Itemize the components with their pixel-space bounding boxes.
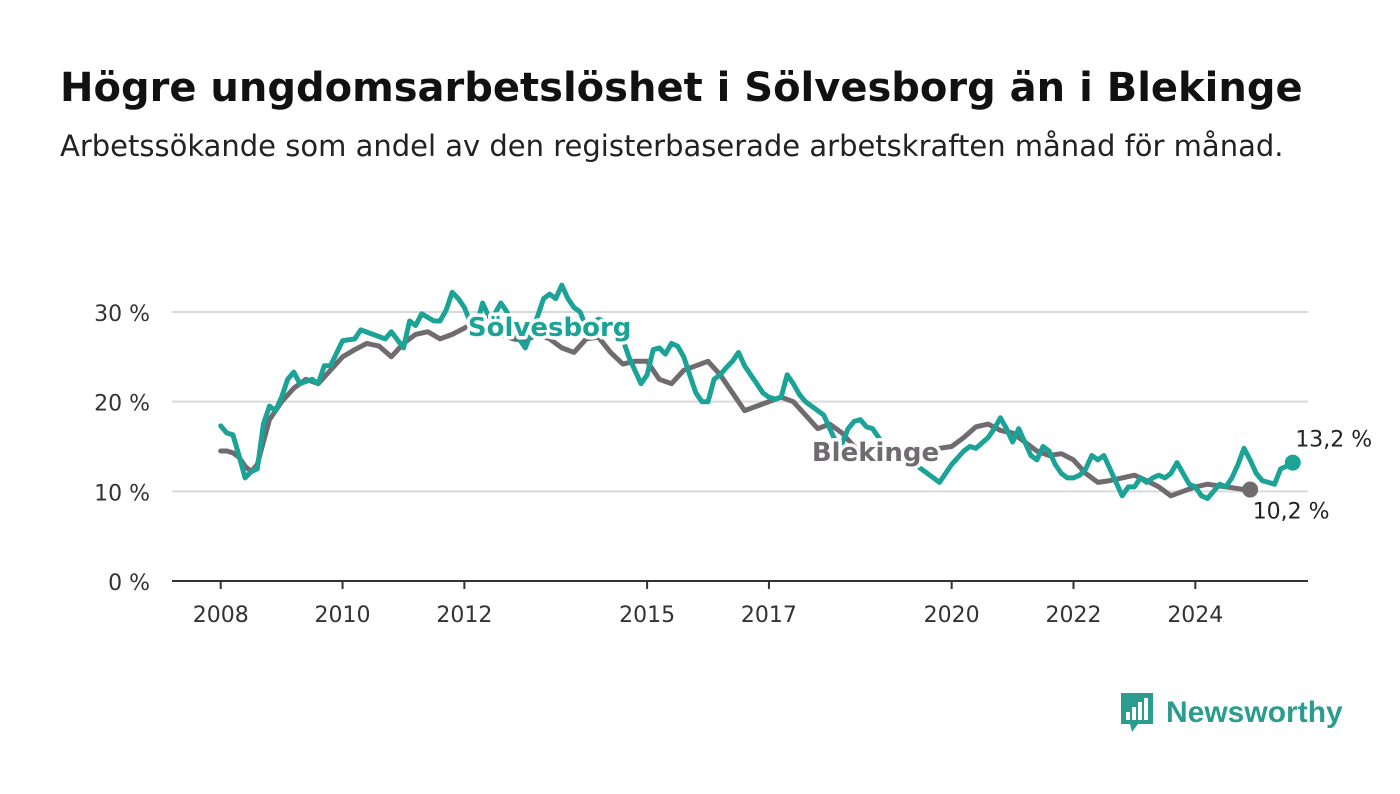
series-line-2 [218,282,1296,501]
brand-logo: Newsworthy [1118,688,1343,738]
x-tick-label: 2020 [924,603,980,628]
x-tick-label: 2022 [1045,603,1101,628]
series-end-value-label: 13,2 % [1295,428,1372,453]
series-name-label: Blekinge [812,438,939,468]
x-tick-label: 2010 [315,603,371,628]
x-tick-label: 2012 [436,603,492,628]
series-labels: 10,2 % Blekinge 13,2 % Sölvesborg [464,310,1372,525]
series-endpoint-1 [1242,481,1259,498]
series-lines [218,282,1301,501]
chart-subtitle: Arbetssökande som andel av den registerb… [60,129,1284,163]
series-line-1 [218,318,1253,499]
x-tick-label: 2024 [1167,603,1223,628]
x-tick-label: 2015 [619,603,675,628]
y-tick-label: 20 % [94,392,150,417]
y-tick-label: 30 % [94,302,150,327]
y-tick-label: 0 % [108,571,150,596]
y-tick-label: 10 % [94,481,150,506]
series-endpoint-2 [1284,454,1301,471]
newsworthy-logo-icon [1121,693,1153,732]
x-tick-label: 2008 [193,603,249,628]
series-end-value-label: 10,2 % [1253,500,1330,525]
axes: 0 % 10 % 20 % 30 % 2008 2010 2012 2015 2017 2020 2… [94,302,1308,628]
x-tick-label: 2017 [741,603,797,628]
series-name-label: Sölvesborg [468,313,631,343]
chart-title: Högre ungdomsarbetslöshet i Sölvesborg ä… [60,65,1303,111]
brand-name: Newsworthy [1166,696,1343,729]
